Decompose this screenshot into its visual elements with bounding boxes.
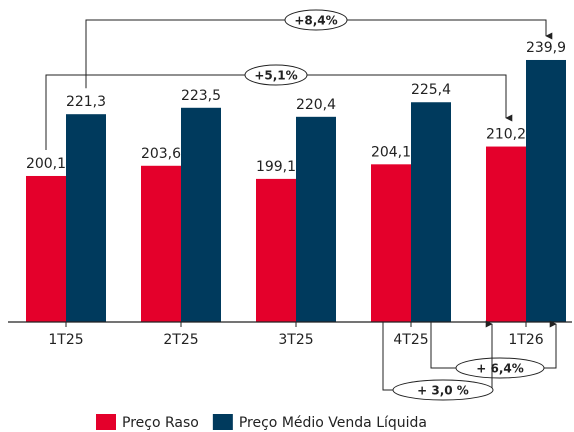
value-label: 225,4 [411, 82, 451, 98]
x-tick-label: 2T25 [163, 332, 198, 348]
bar [526, 59, 566, 323]
value-label: 203,6 [141, 146, 181, 162]
value-label: 221,3 [66, 94, 106, 110]
x-tick-label: 1T25 [48, 332, 83, 348]
annotation-bubble [392, 379, 494, 401]
annotation-bubble [284, 9, 348, 31]
bar [141, 165, 181, 322]
bar [411, 102, 451, 322]
annotation-bubble [455, 357, 545, 379]
legend-swatch [96, 414, 116, 430]
legend-label: Preço Raso [122, 415, 199, 431]
bar [26, 175, 66, 322]
annotation: +8,4% [294, 14, 337, 28]
value-label: 199,1 [256, 159, 296, 175]
bar [371, 164, 411, 322]
value-label: 239,9 [526, 40, 566, 56]
value-label: 210,2 [486, 127, 526, 143]
value-label: 220,4 [296, 97, 336, 113]
x-tick-label: 1T26 [508, 332, 543, 348]
legend-swatch [212, 414, 233, 430]
value-label: 223,5 [181, 88, 221, 104]
bar [66, 114, 106, 323]
value-label: 204,1 [371, 144, 411, 160]
value-label: 200,1 [26, 156, 66, 172]
x-tick-label: 4T25 [393, 332, 428, 348]
annotation: + 3,0 % [417, 384, 469, 398]
annotation: + 6,4% [476, 362, 524, 376]
bar [181, 107, 221, 322]
x-tick-label: 3T25 [278, 332, 313, 348]
bar [486, 146, 526, 322]
annotation-bubble [244, 64, 308, 86]
annotation: +5,1% [254, 69, 297, 83]
bar [256, 178, 296, 322]
legend-label: Preço Médio Venda Líquida [239, 415, 427, 431]
bar [296, 116, 336, 322]
